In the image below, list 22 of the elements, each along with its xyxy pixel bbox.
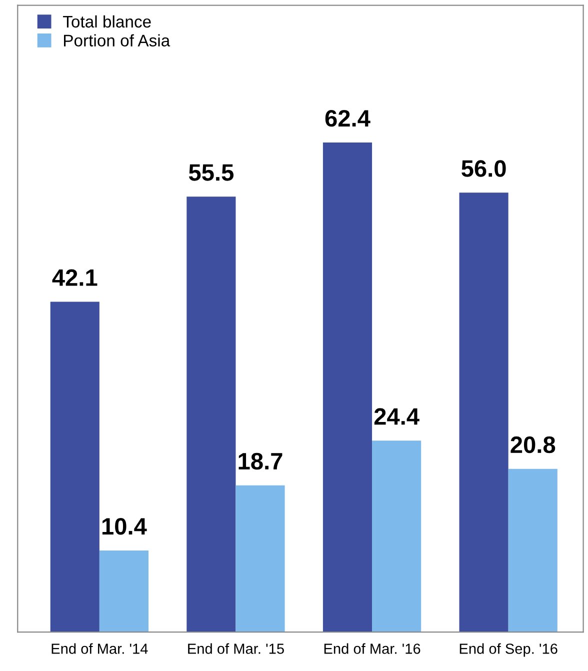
bar xyxy=(508,468,558,632)
data-label: 10.4 xyxy=(102,518,147,535)
bar xyxy=(236,485,285,632)
x-tick-label: End of Mar. '15 xyxy=(188,643,284,654)
data-label: 55.5 xyxy=(188,164,234,181)
bar xyxy=(322,142,372,632)
bar xyxy=(372,440,422,632)
bar xyxy=(99,550,148,632)
data-label: 62.4 xyxy=(325,110,370,127)
data-label: 18.7 xyxy=(238,452,282,470)
bar xyxy=(50,302,100,632)
x-tick-label: End of Mar. '16 xyxy=(324,643,420,654)
data-label: 42.1 xyxy=(52,269,98,286)
data-label: 56.0 xyxy=(462,160,506,177)
bar xyxy=(459,192,508,632)
legend-label: Portion of Asia xyxy=(64,34,170,46)
bar xyxy=(186,196,236,632)
x-tick-label: End of Mar. '14 xyxy=(52,643,148,654)
legend-label: Total blance xyxy=(63,15,151,28)
data-label: 20.8 xyxy=(510,436,556,454)
data-label: 24.4 xyxy=(374,408,420,425)
x-tick-label: End of Sep. '16 xyxy=(460,643,558,657)
